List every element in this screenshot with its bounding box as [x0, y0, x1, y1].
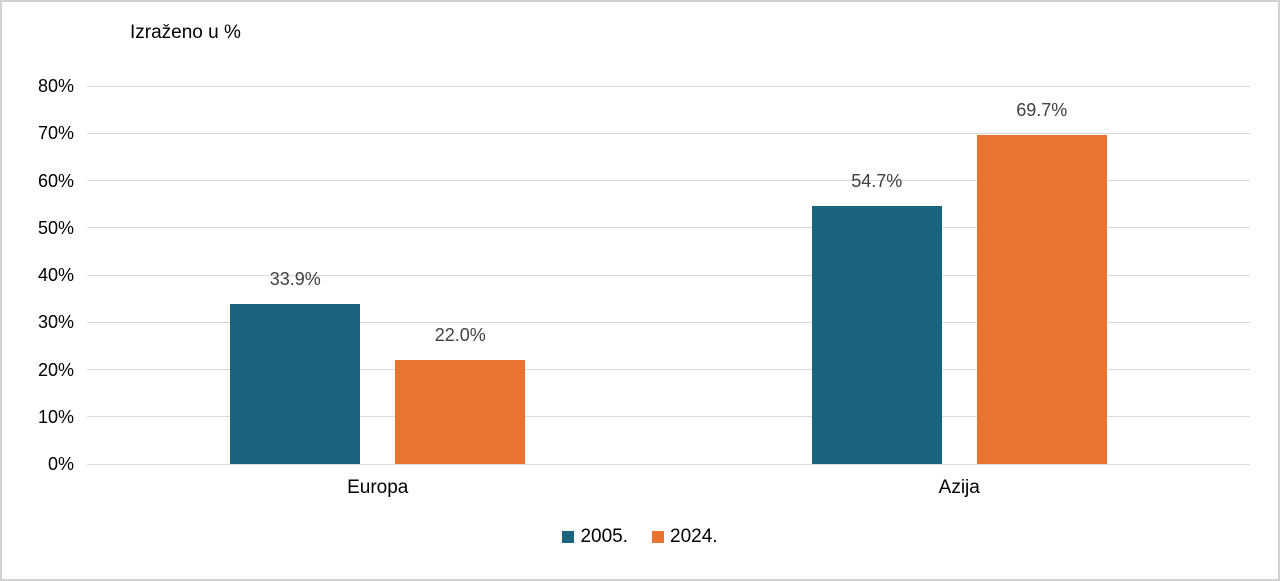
chart-legend: 2005. 2024. [2, 526, 1278, 548]
gridline-40 [87, 274, 1250, 276]
gridline-80 [87, 85, 1250, 87]
plot-area: 0% 10% 20% 30% 40% 50% 60% 70% 80% 33.9% 22.0% Euro… [38, 76, 1250, 498]
data-label-europa-2005: 33.9% [269, 268, 321, 289]
bar-azija-2005 [811, 205, 942, 464]
legend-item-2005: 2005. [562, 526, 628, 548]
legend-item-2024: 2024. [652, 526, 718, 548]
gridline-60 [87, 180, 1250, 181]
y-axis-tick-label: 40% [37, 265, 74, 285]
y-axis-tick-label: 10% [37, 406, 74, 427]
gridline-30 [87, 321, 1250, 323]
y-axis-tick-label: 60% [37, 170, 74, 191]
y-axis-tick-label: 80% [37, 76, 74, 96]
legend-swatch-icon [562, 531, 575, 543]
x-axis-label-azija: Azija [938, 477, 980, 498]
chart-title: Izraženo u % [130, 22, 241, 43]
gridline-20 [87, 369, 1250, 370]
legend-label: 2005. [580, 526, 628, 547]
y-axis-tick-label: 50% [37, 217, 74, 238]
bar-azija-2024 [976, 134, 1107, 464]
data-label-azija-2024: 69.7% [1016, 99, 1068, 120]
y-axis-tick-label: 0% [47, 454, 74, 474]
bar-europa-2005 [230, 303, 361, 464]
gridline-10 [87, 416, 1250, 418]
y-axis-tick-label: 70% [37, 123, 74, 144]
data-label-azija-2005: 54.7% [851, 170, 903, 191]
y-axis-tick-label: 30% [37, 312, 74, 333]
gridline-0 [87, 463, 1250, 465]
bar-europa-2024 [395, 360, 526, 464]
gridline-70 [87, 132, 1250, 134]
gridline-50 [87, 227, 1250, 229]
x-axis-label-europa: Europa [347, 477, 409, 498]
legend-label: 2024. [670, 526, 718, 547]
legend-swatch-icon [652, 531, 664, 543]
y-axis-tick-label: 20% [37, 359, 74, 380]
data-label-europa-2024: 22.0% [434, 325, 486, 346]
